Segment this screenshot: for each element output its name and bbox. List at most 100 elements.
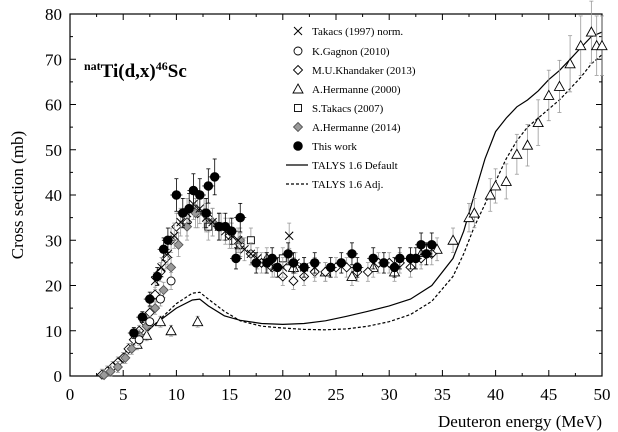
data-point: [500, 175, 513, 186]
data-point: [553, 80, 566, 91]
x-tick-label: 10: [168, 385, 185, 404]
data-point: [98, 369, 110, 381]
legend-marker-1: [293, 46, 303, 56]
y-tick-label: 30: [45, 231, 62, 250]
data-point: [288, 258, 299, 268]
x-axis-label: Deuteron energy (MeV): [438, 412, 602, 431]
data-point: [395, 253, 405, 264]
data-point: [431, 243, 443, 254]
title-part-nat: nat: [84, 59, 101, 73]
legend-label-talys-default: TALYS 1.6 Default: [312, 160, 398, 172]
x-tick-label: 50: [594, 385, 611, 404]
data-point: [233, 235, 243, 245]
data-point: [140, 329, 153, 340]
talys-curves: [99, 31, 603, 377]
tick-labels: 0 5 10 15 20 25 30 35 40 45 50 0 10 20 30 40 50 60 70 80: [45, 5, 611, 404]
data-point: [411, 253, 421, 264]
data-point: [447, 234, 459, 245]
data-point: [421, 249, 432, 259]
series-points-2: [96, 198, 437, 380]
data-point: [336, 258, 347, 268]
legend-label-gagnon-2010: K.Gagnon (2010): [312, 46, 390, 58]
data-point: [368, 253, 378, 264]
legend: Takacs (1997) norm. K.Gagnon (2010) M.U.…: [286, 26, 416, 191]
data-point: [427, 240, 437, 250]
data-point: [231, 253, 241, 264]
data-point: [585, 26, 598, 37]
data-point: [288, 275, 299, 287]
data-point: [149, 302, 161, 314]
data-point: [166, 276, 176, 286]
data-point: [362, 266, 374, 278]
x-tick-label: 40: [487, 385, 504, 404]
y-tick-label: 20: [45, 277, 62, 296]
series-line-7: [99, 31, 603, 377]
data-point: [240, 244, 249, 254]
data-point: [284, 231, 294, 241]
y-tick-label: 0: [54, 367, 63, 386]
data-point: [165, 324, 177, 336]
data-point: [489, 180, 502, 191]
data-point: [152, 271, 162, 282]
data-point: [145, 294, 155, 304]
legend-label-this-work: This work: [312, 141, 357, 153]
legend-label-hermanne-2000: A.Hermanne (2000): [312, 84, 401, 96]
data-point: [379, 258, 389, 268]
data-point: [163, 235, 173, 245]
data-point: [155, 294, 165, 304]
x-tick-label: 20: [274, 385, 291, 404]
data-point: [596, 39, 608, 51]
x-tick-label: 30: [381, 385, 398, 404]
legend-label-takacs-2007: S.Takacs (2007): [312, 103, 384, 115]
data-point: [251, 258, 261, 268]
data-point: [184, 203, 194, 214]
data-point: [176, 217, 186, 227]
data-points: [96, 0, 608, 381]
data-point: [235, 212, 245, 223]
legend-marker-4: [294, 104, 302, 112]
data-point: [416, 240, 426, 250]
data-point: [389, 262, 400, 273]
y-tick-label: 40: [45, 186, 62, 205]
x-tick-label: 15: [221, 385, 238, 404]
data-point: [201, 208, 211, 218]
data-point: [204, 222, 213, 231]
data-point: [134, 335, 144, 345]
data-point: [347, 249, 357, 259]
series-line-8: [99, 54, 603, 377]
data-point: [267, 253, 277, 264]
data-point: [346, 270, 358, 281]
y-tick-label: 80: [45, 5, 62, 24]
data-point: [226, 226, 237, 236]
data-point: [203, 181, 214, 191]
data-point: [521, 139, 534, 150]
legend-label-takacs-1997: Takacs (1997) norm.: [312, 26, 403, 38]
data-point: [137, 312, 148, 322]
x-tick-label: 25: [328, 385, 345, 404]
x-tick-label: 45: [540, 385, 557, 404]
data-point: [195, 190, 205, 200]
legend-marker-3: [292, 83, 304, 94]
series-points-1: [134, 272, 176, 346]
data-point: [272, 262, 283, 273]
axis-ticks: [69, 13, 603, 377]
chart-title: natTi(d,x)46Sc: [84, 59, 187, 82]
data-point: [283, 249, 293, 259]
data-point: [246, 249, 256, 259]
legend-label-talys-adjusted: TALYS 1.6 Adj.: [312, 179, 384, 191]
data-point: [325, 262, 336, 273]
title-part-reaction: Ti(d,x): [101, 61, 156, 82]
title-part-element: Sc: [168, 61, 187, 82]
legend-marker-2: [292, 64, 304, 76]
data-point: [484, 189, 497, 200]
legend-marker-0: [293, 26, 303, 36]
data-point: [352, 262, 363, 273]
data-point: [564, 57, 576, 69]
data-point: [173, 239, 184, 250]
data-point: [209, 172, 220, 182]
title-part-mass: 46: [156, 59, 168, 73]
data-point: [220, 221, 231, 232]
legend-label-khandaker-2013: M.U.Khandaker (2013): [312, 65, 416, 77]
data-point: [468, 207, 481, 218]
y-tick-label: 10: [45, 322, 62, 341]
